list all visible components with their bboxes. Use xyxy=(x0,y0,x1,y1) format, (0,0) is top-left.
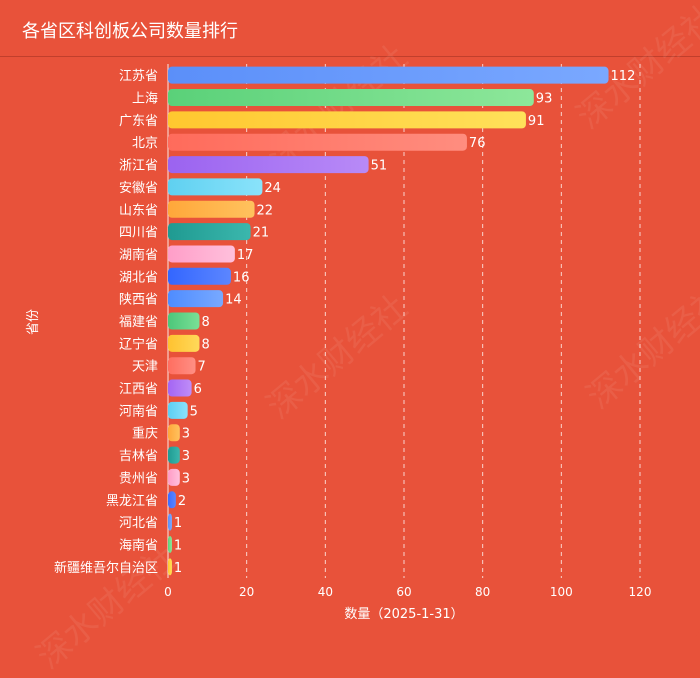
category-label: 四川省 xyxy=(119,226,158,241)
data-label: 7 xyxy=(198,360,206,375)
bar xyxy=(168,200,255,218)
category-label: 河北省 xyxy=(119,516,158,531)
bar xyxy=(168,379,192,397)
bar xyxy=(168,290,224,308)
category-label: 重庆 xyxy=(132,426,158,442)
page-title: 各省区科创板公司数量排行 xyxy=(22,21,238,42)
bar xyxy=(168,558,172,576)
x-tick-label: 40 xyxy=(318,585,333,599)
data-label: 1 xyxy=(174,561,182,576)
category-label: 广东省 xyxy=(119,114,158,129)
category-label: 江苏省 xyxy=(119,68,158,84)
category-label: 辽宁省 xyxy=(119,336,158,352)
bar xyxy=(168,66,609,84)
category-label: 山东省 xyxy=(119,203,158,218)
bar xyxy=(168,267,231,285)
data-label: 51 xyxy=(371,159,388,174)
data-label: 8 xyxy=(201,337,209,352)
data-label: 3 xyxy=(182,471,190,486)
data-label: 93 xyxy=(536,92,553,107)
data-label: 24 xyxy=(264,181,281,196)
bar xyxy=(168,156,369,174)
data-label: 112 xyxy=(611,69,636,84)
category-label: 湖北省 xyxy=(119,270,158,285)
category-label: 新疆维吾尔自治区 xyxy=(54,560,158,576)
bar xyxy=(168,334,200,352)
data-label: 5 xyxy=(190,404,198,419)
data-label: 2 xyxy=(178,494,186,509)
bar xyxy=(168,357,196,375)
bar xyxy=(168,223,251,241)
data-label: 91 xyxy=(528,114,545,129)
data-label: 14 xyxy=(225,293,242,308)
x-tick-label: 100 xyxy=(550,585,573,599)
category-label: 福建省 xyxy=(119,315,158,330)
bar xyxy=(168,245,235,263)
data-label: 6 xyxy=(194,382,202,397)
category-label: 黑龙江省 xyxy=(106,494,158,509)
bar xyxy=(168,89,534,107)
data-label: 3 xyxy=(182,449,190,464)
data-label: 3 xyxy=(182,427,190,442)
category-label: 天津 xyxy=(132,360,158,375)
category-label: 江西省 xyxy=(119,382,158,397)
data-label: 76 xyxy=(469,136,486,151)
bar xyxy=(168,468,180,486)
x-axis-title: 数量（2025-1-31） xyxy=(344,607,463,622)
data-label: 8 xyxy=(201,315,209,330)
bar xyxy=(168,401,188,419)
category-label: 湖南省 xyxy=(119,247,158,263)
category-label: 上海 xyxy=(132,92,158,107)
data-label: 1 xyxy=(174,538,182,553)
bar xyxy=(168,446,180,464)
data-label: 22 xyxy=(257,203,274,218)
x-tick-label: 0 xyxy=(164,585,172,599)
bar xyxy=(168,178,263,196)
bar xyxy=(168,491,176,509)
category-label: 浙江省 xyxy=(119,159,158,174)
category-label: 贵州省 xyxy=(119,471,158,486)
x-tick-label: 120 xyxy=(629,585,652,599)
x-tick-label: 60 xyxy=(396,585,411,599)
y-axis-title: 省份 xyxy=(26,309,41,335)
bar xyxy=(168,133,467,151)
category-label: 海南省 xyxy=(119,537,158,553)
x-tick-label: 20 xyxy=(239,585,254,599)
x-tick-label: 80 xyxy=(475,585,490,599)
bar xyxy=(168,424,180,442)
category-label: 北京 xyxy=(132,136,158,151)
data-label: 1 xyxy=(174,516,182,531)
category-label: 河南省 xyxy=(119,403,158,419)
bar xyxy=(168,513,172,531)
chart-header: 各省区科创板公司数量排行 xyxy=(0,0,700,57)
data-label: 17 xyxy=(237,248,254,263)
bar xyxy=(168,312,200,330)
bar xyxy=(168,111,526,129)
category-label: 吉林省 xyxy=(119,449,158,464)
data-label: 21 xyxy=(253,226,270,241)
data-label: 16 xyxy=(233,270,250,285)
category-label: 陕西省 xyxy=(119,293,158,308)
bar xyxy=(168,535,172,553)
category-label: 安徽省 xyxy=(119,181,158,196)
